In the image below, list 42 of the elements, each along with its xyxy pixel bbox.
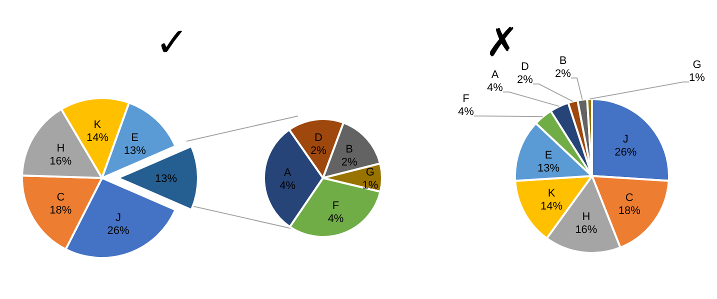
- slice-label: G: [692, 59, 702, 71]
- data-label: 13%: [154, 173, 178, 185]
- slice-label: G: [366, 166, 374, 179]
- slice-label: B: [346, 143, 354, 156]
- data-label: 18%: [618, 205, 641, 218]
- data-label: 2%: [517, 74, 534, 86]
- data-label: 16%: [575, 224, 598, 236]
- chart-title: ✓: [155, 20, 189, 66]
- data-label: 14%: [86, 132, 109, 144]
- data-label: 1%: [689, 72, 706, 84]
- slice-label: B: [559, 55, 567, 67]
- slice-label: D: [521, 61, 530, 73]
- data-label: 2%: [310, 144, 327, 157]
- slice-label: A: [491, 69, 500, 81]
- data-label: 4%: [280, 180, 296, 192]
- slice-label: H: [56, 142, 65, 155]
- slice-label: C: [56, 191, 65, 204]
- data-label: 4%: [458, 106, 474, 118]
- slice-label: D: [314, 132, 323, 144]
- slice-label: E: [544, 149, 552, 162]
- data-label: 26%: [614, 146, 637, 158]
- slice-label: F: [332, 200, 340, 212]
- data-label: 2%: [341, 156, 358, 168]
- data-label: 4%: [487, 82, 504, 94]
- data-label: 13%: [538, 162, 560, 174]
- slice-label: H: [582, 210, 590, 223]
- slice-label: J: [116, 212, 122, 224]
- data-label: 26%: [107, 225, 130, 238]
- data-label: 4%: [328, 213, 344, 226]
- chart-title: ✗: [485, 20, 519, 66]
- data-label: 18%: [50, 204, 72, 216]
- slice-label: J: [622, 133, 628, 146]
- slice-label: K: [548, 187, 556, 200]
- slice-label: K: [94, 119, 102, 132]
- slice-label: C: [625, 192, 634, 204]
- slice-label: E: [131, 132, 139, 144]
- data-label: 16%: [50, 156, 72, 168]
- slice-label: A: [284, 167, 292, 180]
- slice-label: F: [462, 93, 470, 105]
- data-label: 14%: [540, 200, 563, 212]
- data-label: 2%: [555, 68, 572, 80]
- data-label: 13%: [124, 145, 146, 158]
